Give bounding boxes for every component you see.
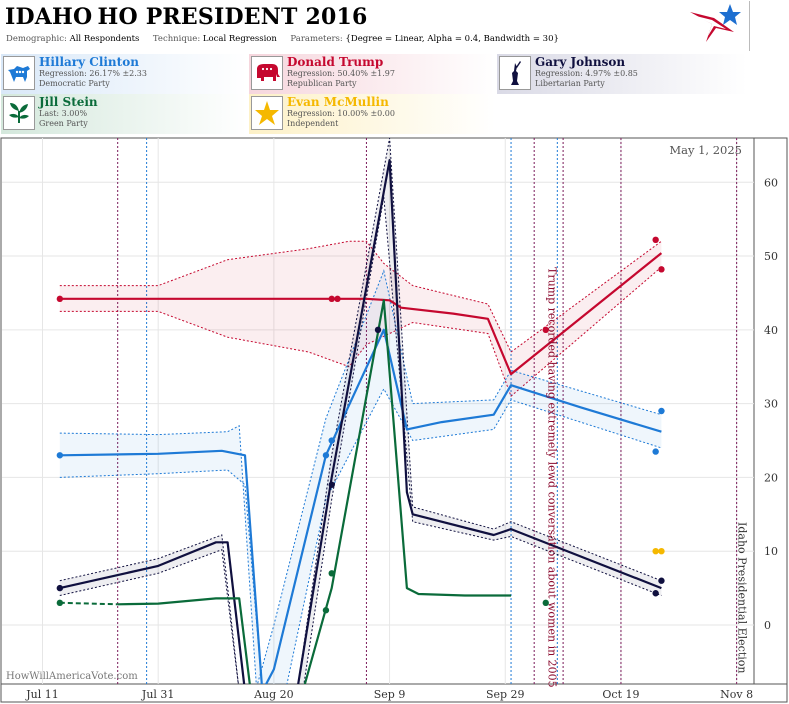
gary-johnson-poll-point bbox=[658, 577, 665, 584]
hillary-clinton-poll-point bbox=[328, 437, 335, 444]
parameters-label: Parameters: bbox=[290, 34, 343, 44]
y-tick-label: 10 bbox=[764, 545, 778, 558]
evan-mcmullin-poll-point bbox=[658, 547, 665, 555]
parameters-value: {Degree = Linear, Alpha = 0.4, Bandwidth… bbox=[345, 34, 559, 44]
chart-date: May 1, 2025 bbox=[669, 143, 742, 157]
hillary-clinton-poll-point bbox=[56, 452, 64, 459]
leaf-icon bbox=[3, 96, 35, 130]
star-icon bbox=[251, 96, 283, 130]
technique-label: Technique: bbox=[152, 34, 201, 44]
gary-johnson-trend-line bbox=[59, 159, 662, 684]
candidate-name: Jill Stein bbox=[39, 95, 98, 109]
x-tick-label: Oct 19 bbox=[602, 688, 639, 701]
donkey-icon bbox=[3, 56, 35, 90]
hillary-clinton-poll-point bbox=[322, 452, 330, 459]
site-logo-icon bbox=[686, 2, 742, 48]
x-tick-label: Jul 11 bbox=[25, 688, 59, 701]
parameters-line: Demographic: All Respondents Technique: … bbox=[6, 34, 559, 44]
liberty-statue-icon bbox=[499, 56, 531, 90]
candidate-card-stein: Jill Stein Last: 3.00% Green Party bbox=[1, 94, 247, 134]
candidate-regression: Regression: 4.97% ±0.85 bbox=[535, 69, 638, 78]
y-tick-label: 0 bbox=[764, 619, 771, 632]
candidate-regression: Regression: 26.17% ±2.33 bbox=[39, 69, 147, 78]
donald-trump-poll-point bbox=[652, 236, 659, 244]
candidate-regression: Regression: 50.40% ±1.97 bbox=[287, 69, 395, 78]
jill-stein-poll-point bbox=[322, 607, 330, 614]
gary-johnson-poll-point bbox=[328, 481, 335, 488]
elephant-icon bbox=[251, 56, 283, 90]
donald-trump-poll-point bbox=[328, 295, 335, 303]
x-tick-label: Aug 20 bbox=[253, 688, 294, 701]
jill-stein-trend-line bbox=[117, 299, 511, 684]
title-state: IDAHO bbox=[5, 4, 93, 30]
candidate-name: Evan McMullin bbox=[287, 95, 389, 109]
header-frame bbox=[1, 1, 750, 51]
candidate-last: Last: 3.00% bbox=[39, 109, 88, 118]
gary-johnson-confidence-band bbox=[59, 138, 662, 684]
jill-stein-dashed-line bbox=[59, 601, 118, 606]
annotation-election-day: Idaho Presidential Election bbox=[736, 522, 749, 674]
gary-johnson-poll-point bbox=[56, 584, 64, 592]
x-tick-label: Jul 31 bbox=[141, 688, 175, 701]
y-tick-label: 50 bbox=[764, 250, 778, 263]
hillary-clinton-lower-bound bbox=[59, 387, 662, 684]
donald-trump-poll-point bbox=[334, 295, 341, 303]
gary-johnson-upper-bound bbox=[59, 138, 662, 684]
y-tick-label: 20 bbox=[764, 471, 778, 484]
jill-stein-poll-point bbox=[542, 599, 549, 607]
demographic-label: Demographic: bbox=[6, 34, 67, 44]
jill-stein-poll-point bbox=[328, 570, 335, 577]
x-tick-label: Nov 8 bbox=[720, 688, 753, 701]
technique-value: Local Regression bbox=[202, 34, 277, 44]
y-tick-label: 30 bbox=[764, 398, 778, 411]
hillary-clinton-poll-point bbox=[652, 448, 659, 455]
candidate-regression: Regression: 10.00% ±0.00 bbox=[287, 109, 395, 118]
hillary-clinton-upper-bound bbox=[59, 269, 662, 684]
candidate-party: Republican Party bbox=[287, 79, 357, 88]
x-tick-label: Sep 29 bbox=[486, 688, 525, 701]
donald-trump-poll-point bbox=[542, 326, 549, 334]
candidate-card-johnson: Gary Johnson Regression: 4.97% ±0.85 Lib… bbox=[497, 54, 747, 94]
candidate-party: Independent bbox=[287, 119, 339, 128]
candidate-card-trump: Donald Trump Regression: 50.40% ±1.97 Re… bbox=[249, 54, 495, 94]
chart-title: IDAHO HO PRESIDENT 2016 bbox=[5, 4, 745, 34]
candidate-party: Libertarian Party bbox=[535, 79, 605, 88]
candidate-party: Democratic Party bbox=[39, 79, 110, 88]
evan-mcmullin-poll-point bbox=[652, 547, 659, 555]
candidate-name: Hillary Clinton bbox=[39, 55, 139, 69]
x-tick-label: Sep 9 bbox=[374, 688, 406, 701]
watermark: HowWillAmericaVote.com bbox=[6, 671, 138, 682]
y-tick-label: 60 bbox=[764, 176, 778, 189]
donald-trump-upper-bound bbox=[59, 240, 662, 353]
candidate-name: Gary Johnson bbox=[535, 55, 626, 69]
candidate-card-mcmullin: Evan McMullin Regression: 10.00% ±0.00 I… bbox=[249, 94, 495, 134]
candidate-card-clinton: Hillary Clinton Regression: 26.17% ±2.33… bbox=[1, 54, 247, 94]
gary-johnson-lower-bound bbox=[59, 196, 662, 684]
poll-chart: 0 10 20 30 40 50 60 Jul 11 Jul 31 Aug 20 Sep 9 Sep … bbox=[0, 137, 788, 703]
hillary-clinton-trend-line bbox=[59, 328, 662, 684]
annotation-lewd-tape: Trump recorded having extremely lewd con… bbox=[546, 267, 559, 688]
hillary-clinton-poll-point bbox=[658, 407, 665, 415]
donald-trump-poll-point bbox=[56, 295, 64, 303]
gary-johnson-poll-point bbox=[374, 326, 382, 334]
candidate-party: Green Party bbox=[39, 119, 88, 128]
candidate-name: Donald Trump bbox=[287, 55, 384, 69]
donald-trump-trend-line bbox=[59, 252, 663, 376]
gary-johnson-poll-point bbox=[652, 590, 659, 597]
donald-trump-poll-point bbox=[658, 266, 665, 273]
jill-stein-poll-point bbox=[56, 599, 64, 607]
demographic-value: All Respondents bbox=[69, 34, 140, 44]
y-tick-label: 40 bbox=[764, 324, 778, 337]
title-race: HO PRESIDENT 2016 bbox=[97, 4, 368, 30]
